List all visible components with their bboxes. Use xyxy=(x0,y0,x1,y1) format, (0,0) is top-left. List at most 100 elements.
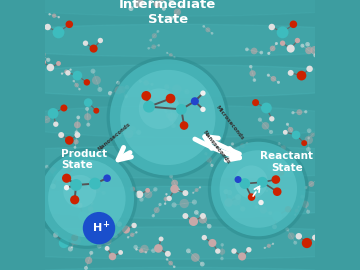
Circle shape xyxy=(140,245,149,253)
Circle shape xyxy=(129,6,134,11)
Circle shape xyxy=(122,225,130,234)
Circle shape xyxy=(80,230,85,235)
Ellipse shape xyxy=(0,65,360,97)
Circle shape xyxy=(74,122,81,128)
Circle shape xyxy=(164,84,169,89)
Circle shape xyxy=(181,4,185,8)
Ellipse shape xyxy=(0,227,360,259)
Circle shape xyxy=(164,202,166,205)
Circle shape xyxy=(114,86,123,94)
Text: Nanoseconds: Nanoseconds xyxy=(96,121,131,151)
Circle shape xyxy=(151,248,156,253)
Circle shape xyxy=(191,97,199,105)
Circle shape xyxy=(85,257,92,264)
Circle shape xyxy=(235,165,268,198)
Circle shape xyxy=(199,186,201,188)
Circle shape xyxy=(53,122,58,127)
Circle shape xyxy=(280,40,285,46)
Circle shape xyxy=(85,107,89,111)
Circle shape xyxy=(265,190,268,192)
Circle shape xyxy=(130,126,136,132)
Circle shape xyxy=(269,211,272,215)
Circle shape xyxy=(211,142,306,236)
Ellipse shape xyxy=(0,24,360,57)
Circle shape xyxy=(287,45,295,53)
Circle shape xyxy=(157,0,166,1)
Circle shape xyxy=(305,47,312,54)
Circle shape xyxy=(65,136,74,145)
Circle shape xyxy=(154,1,161,8)
Circle shape xyxy=(200,90,206,96)
Circle shape xyxy=(149,0,153,1)
Circle shape xyxy=(295,38,300,43)
Circle shape xyxy=(300,195,305,199)
Circle shape xyxy=(170,119,172,121)
Circle shape xyxy=(98,38,103,43)
Text: Reactant
State: Reactant State xyxy=(260,151,313,173)
Circle shape xyxy=(206,27,210,32)
Circle shape xyxy=(61,72,63,75)
Circle shape xyxy=(267,244,271,248)
Circle shape xyxy=(53,232,59,238)
Circle shape xyxy=(308,181,314,187)
Circle shape xyxy=(269,186,274,191)
Circle shape xyxy=(166,94,175,103)
Circle shape xyxy=(137,131,140,135)
Circle shape xyxy=(84,113,91,120)
Circle shape xyxy=(180,121,188,130)
Circle shape xyxy=(149,39,152,42)
Circle shape xyxy=(78,211,87,221)
Circle shape xyxy=(71,234,78,241)
Circle shape xyxy=(170,185,179,193)
Circle shape xyxy=(84,266,88,270)
Circle shape xyxy=(117,133,122,137)
Circle shape xyxy=(235,176,242,183)
Text: Nanoseconds: Nanoseconds xyxy=(202,129,231,165)
Circle shape xyxy=(53,26,64,38)
Circle shape xyxy=(135,248,138,251)
Circle shape xyxy=(272,243,274,245)
Circle shape xyxy=(304,186,307,189)
Circle shape xyxy=(249,70,256,77)
Circle shape xyxy=(113,233,118,238)
Circle shape xyxy=(219,249,225,255)
Circle shape xyxy=(306,66,313,72)
Circle shape xyxy=(231,196,241,205)
Circle shape xyxy=(46,58,50,62)
Circle shape xyxy=(45,165,49,168)
Circle shape xyxy=(208,239,216,247)
Circle shape xyxy=(246,142,248,145)
Circle shape xyxy=(171,202,177,208)
Circle shape xyxy=(204,152,208,155)
Circle shape xyxy=(165,110,167,113)
Circle shape xyxy=(71,246,73,248)
Circle shape xyxy=(84,79,90,86)
Circle shape xyxy=(315,178,318,182)
Circle shape xyxy=(87,184,91,188)
Circle shape xyxy=(206,157,212,163)
Circle shape xyxy=(240,143,245,148)
Circle shape xyxy=(278,142,280,145)
Circle shape xyxy=(168,113,176,121)
Circle shape xyxy=(288,127,293,133)
Circle shape xyxy=(127,236,129,238)
Circle shape xyxy=(319,54,324,58)
Circle shape xyxy=(312,235,318,241)
Ellipse shape xyxy=(0,267,360,270)
Circle shape xyxy=(52,114,56,118)
Circle shape xyxy=(306,147,311,151)
Circle shape xyxy=(84,98,93,107)
Circle shape xyxy=(168,261,173,265)
Circle shape xyxy=(72,236,81,245)
Circle shape xyxy=(260,51,263,54)
Ellipse shape xyxy=(4,105,356,138)
Circle shape xyxy=(166,52,168,54)
Circle shape xyxy=(304,110,307,113)
Circle shape xyxy=(169,174,173,178)
Circle shape xyxy=(277,26,289,38)
Circle shape xyxy=(251,48,257,54)
Circle shape xyxy=(83,212,115,244)
Circle shape xyxy=(75,132,80,138)
Circle shape xyxy=(171,180,178,187)
Circle shape xyxy=(283,130,288,135)
